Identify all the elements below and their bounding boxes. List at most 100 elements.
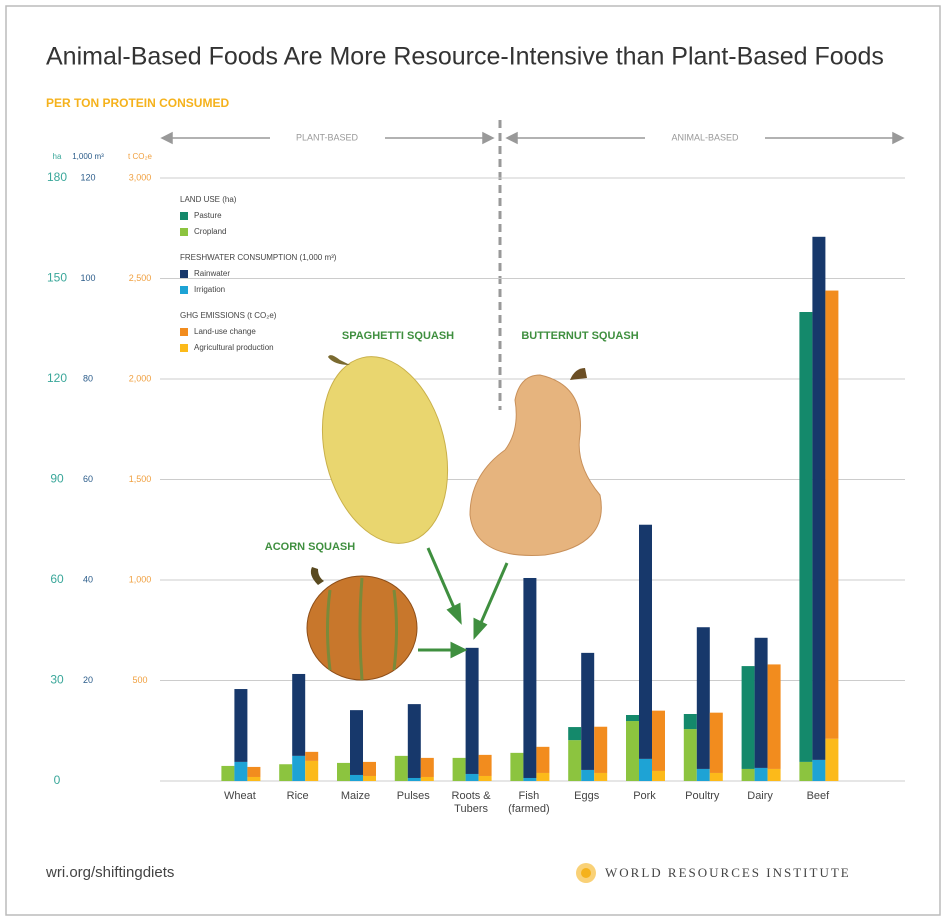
bar-segment (536, 772, 550, 781)
legend-swatch (180, 270, 188, 278)
bar-segment (626, 715, 639, 722)
x-tick-label: Fish (farmed) (508, 790, 550, 815)
axis-unit-label: ha (53, 152, 62, 161)
bar-segment (799, 312, 813, 762)
bar-segment (754, 637, 768, 768)
x-tick-label: Wheat (223, 790, 256, 802)
bar-segment (465, 647, 479, 774)
chart-title: Animal-Based Foods Are More Resource-Int… (46, 43, 884, 71)
bar-segment (234, 761, 248, 781)
y-tick-label: 150 (47, 271, 67, 285)
bar-segment (652, 710, 665, 771)
y-tick-label: 120 (80, 172, 95, 182)
y-tick-label: 90 (50, 472, 64, 486)
bar-segment (452, 757, 466, 781)
bar-segment (247, 776, 261, 781)
legend-group-title: GHG EMISSIONS (t CO₂e) (180, 311, 277, 320)
bar-segment (350, 710, 363, 775)
bar-segment (696, 627, 710, 769)
legend-swatch (180, 344, 188, 352)
bar-segment (568, 740, 582, 781)
annotation-arrows (418, 547, 509, 659)
bar-segment (478, 754, 492, 776)
bar-segment (305, 760, 319, 781)
y-tick-label: 0 (54, 773, 61, 787)
source: wri.org/shiftingdiets (45, 864, 174, 881)
bar-segment (420, 757, 434, 777)
y-tick-label: 30 (50, 673, 64, 687)
y-tick-label: 60 (83, 474, 93, 484)
bar-segment (407, 704, 421, 778)
bar-segment (350, 774, 363, 781)
bar-segment (465, 773, 479, 781)
bar-segment (652, 770, 665, 781)
y-tick-label: 3,000 (129, 172, 152, 182)
x-tick-label: Dairy (747, 790, 773, 802)
y-tick-label: 500 (132, 675, 147, 685)
x-tick-label: Pulses (396, 790, 430, 802)
annotation: BUTTERNUT SQUASH (521, 330, 638, 342)
bar-segment (825, 738, 839, 781)
section-arrows (160, 131, 905, 145)
axis-unit-label: 1,000 m³ (72, 152, 104, 161)
bar-segment (812, 759, 826, 781)
bar-segment (581, 769, 595, 781)
y-tick-label: 80 (83, 373, 93, 383)
legend-label: Land-use change (194, 327, 256, 336)
bar-segment (696, 768, 710, 781)
legend-swatch (180, 228, 188, 236)
annotation: ACORN SQUASH (265, 541, 356, 553)
annotation: SPAGHETTI SQUASH (342, 330, 454, 342)
y-tick-label: 20 (83, 675, 93, 685)
bar-segment (337, 762, 350, 781)
y-tick-label: 1,000 (129, 574, 152, 584)
y-tick-label: 40 (83, 574, 93, 584)
legend-swatch (180, 212, 188, 220)
bar-segment (523, 577, 537, 778)
y-tick-label: 2,000 (129, 373, 152, 383)
bar-segment (812, 236, 826, 760)
y-tick-label: 120 (47, 371, 67, 385)
bar-segment (292, 755, 306, 781)
bar-segment (741, 768, 755, 781)
bar-segment (536, 746, 550, 773)
bar-segment (510, 752, 524, 781)
x-tick-label: Roots & Tubers (451, 790, 491, 815)
bar-segment (568, 727, 582, 741)
x-tick-label: Eggs (574, 790, 600, 802)
bar-segment (279, 764, 293, 781)
y-tick-label: 2,500 (129, 273, 152, 283)
bar-segment (639, 524, 652, 759)
bar-segment (754, 767, 768, 781)
x-tick-label: Rice (286, 790, 309, 802)
publisher: WORLD RESOURCES INSTITUTE (605, 865, 851, 880)
bar-segment (581, 652, 595, 770)
y-tick-label: 1,500 (129, 474, 152, 484)
frame (5, 5, 941, 916)
squash-illustrations (306, 355, 602, 681)
legend-label: Pasture (194, 211, 222, 220)
legend-label: Agricultural production (194, 343, 274, 352)
chart-subtitle: PER TON PROTEIN CONSUMED (46, 96, 229, 110)
bar-segment (420, 776, 434, 781)
y-tick-label: 60 (50, 572, 64, 586)
bar-segment (221, 765, 235, 781)
x-tick-label: Beef (806, 790, 830, 802)
bar-segment (683, 729, 697, 781)
x-tick-label: Poultry (685, 790, 720, 802)
bar-segment (594, 726, 608, 773)
y-tick-label: 100 (80, 273, 95, 283)
section-label: PLANT-BASED (296, 132, 359, 142)
legend-label: Rainwater (194, 269, 230, 278)
legend-group-title: LAND USE (ha) (180, 195, 237, 204)
bar-segment (639, 758, 652, 781)
legend-swatch (180, 286, 188, 294)
bar-segment (683, 714, 697, 730)
bar-segment (292, 673, 306, 756)
bar-segment (305, 751, 319, 761)
section-label: ANIMAL-BASED (671, 132, 739, 142)
bar-segment (407, 777, 421, 781)
bar-segment (825, 290, 839, 739)
